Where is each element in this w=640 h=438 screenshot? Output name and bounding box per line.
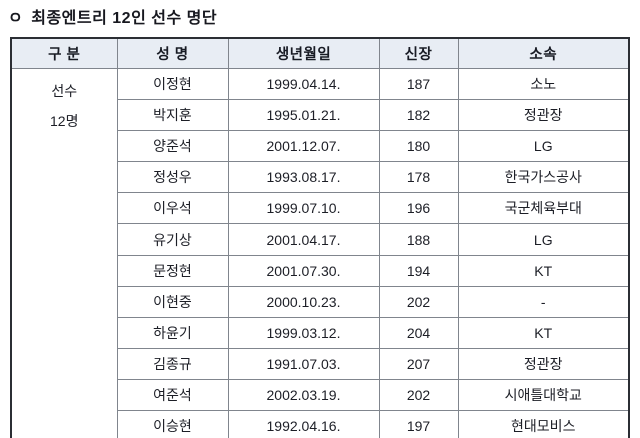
cell-player-name: 이우석 xyxy=(116,192,229,225)
table-row: 유기상 2001.04.17. 188 LG xyxy=(11,223,630,256)
cell-team: 시애틀대학교 xyxy=(457,378,630,412)
header-height: 신장 xyxy=(378,37,459,69)
cell-height: 197 xyxy=(378,410,459,438)
table-row: 문정현 2001.07.30. 194 KT xyxy=(11,254,630,287)
cell-birth-date: 1992.04.16. xyxy=(227,410,380,438)
cell-birth-date: 2001.07.30. xyxy=(227,254,380,287)
cell-birth-date: 2001.04.17. xyxy=(227,223,380,256)
cell-height: 178 xyxy=(378,161,459,194)
cell-height: 202 xyxy=(378,285,459,318)
cell-team: 정관장 xyxy=(457,347,630,380)
roster-table-body: 선수 12명 이정현 1999.04.14. 187 소노 박지훈 1995.01.… xyxy=(10,67,630,438)
cell-birth-date: 2002.03.19. xyxy=(227,378,380,412)
cell-height: 188 xyxy=(378,223,459,256)
cell-team: 소노 xyxy=(457,67,630,101)
header-birth: 생년월일 xyxy=(227,37,380,69)
table-row: 박지훈 1995.01.21. 182 정관장 xyxy=(11,99,630,132)
table-row: 양준석 2001.12.07. 180 LG xyxy=(11,130,630,163)
cell-height: 204 xyxy=(378,316,459,349)
cell-team: 국군체육부대 xyxy=(457,192,630,225)
cell-player-name: 김종규 xyxy=(116,347,229,380)
cell-player-name: 이현중 xyxy=(116,285,229,318)
cell-height: 202 xyxy=(378,378,459,412)
cell-player-name: 양준석 xyxy=(116,130,229,163)
table-row: 여준석 2002.03.19. 202 시애틀대학교 xyxy=(11,378,630,412)
roster-table: 구 분 성 명 생년월일 신장 소속 선수 12명 이정현 1999.04.14. … xyxy=(10,37,630,438)
cell-team: - xyxy=(457,285,630,318)
cell-height: 196 xyxy=(378,192,459,225)
cell-height: 182 xyxy=(378,99,459,132)
roster-table-header: 구 분 성 명 생년월일 신장 소속 xyxy=(10,37,630,69)
header-name: 성 명 xyxy=(116,37,229,69)
cell-birth-date: 2000.10.23. xyxy=(227,285,380,318)
cell-player-name: 유기상 xyxy=(116,223,229,256)
cell-team: 한국가스공사 xyxy=(457,161,630,194)
cell-birth-date: 1991.07.03. xyxy=(227,347,380,380)
cell-player-name: 하윤기 xyxy=(116,316,229,349)
title-bullet-icon: ㅇ xyxy=(8,10,24,27)
cell-height: 187 xyxy=(378,67,459,101)
header-row: 구 분 성 명 생년월일 신장 소속 xyxy=(10,37,630,69)
cell-team: LG xyxy=(457,130,630,163)
table-row: 하윤기 1999.03.12. 204 KT xyxy=(11,316,630,349)
cell-birth-date: 1999.04.14. xyxy=(227,67,380,101)
cell-birth-date: 1999.03.12. xyxy=(227,316,380,349)
cell-team: KT xyxy=(457,254,630,287)
cell-player-name: 여준석 xyxy=(116,378,229,412)
cell-height: 180 xyxy=(378,130,459,163)
page-title: ㅇ 최종엔트리 12인 선수 명단 xyxy=(8,4,217,28)
page-title-text: 최종엔트리 12인 선수 명단 xyxy=(31,10,218,27)
cell-height: 207 xyxy=(378,347,459,380)
cell-height: 194 xyxy=(378,254,459,287)
header-group: 구 분 xyxy=(10,37,118,69)
cell-birth-date: 1993.08.17. xyxy=(227,161,380,194)
table-row: 이승현 1992.04.16. 197 현대모비스 xyxy=(11,410,630,438)
cell-player-name: 정성우 xyxy=(116,161,229,194)
cell-team: LG xyxy=(457,223,630,256)
cell-team: KT xyxy=(457,316,630,349)
cell-birth-date: 2001.12.07. xyxy=(227,130,380,163)
cell-player-name: 이정현 xyxy=(116,67,229,101)
header-team: 소속 xyxy=(457,37,630,69)
group-label-line2: 12명 xyxy=(50,113,79,129)
group-label-line1: 선수 xyxy=(51,83,78,99)
table-row: 정성우 1993.08.17. 178 한국가스공사 xyxy=(11,161,630,194)
table-row: 선수 12명 이정현 1999.04.14. 187 소노 xyxy=(10,67,630,438)
table-row: 김종규 1991.07.03. 207 정관장 xyxy=(11,347,630,380)
cell-player-name: 이승현 xyxy=(116,410,229,438)
cell-player-name: 문정현 xyxy=(116,254,229,287)
cell-group-merged: 선수 12명 xyxy=(10,68,118,438)
cell-birth-date: 1999.07.10. xyxy=(227,192,380,225)
table-row: 이우석 1999.07.10. 196 국군체육부대 xyxy=(11,192,630,225)
cell-team: 현대모비스 xyxy=(457,410,630,438)
cell-birth-date: 1995.01.21. xyxy=(227,99,380,132)
cell-team: 정관장 xyxy=(457,99,630,132)
table-row: 이현중 2000.10.23. 202 - xyxy=(11,285,630,318)
cell-player-name: 박지훈 xyxy=(116,99,229,132)
